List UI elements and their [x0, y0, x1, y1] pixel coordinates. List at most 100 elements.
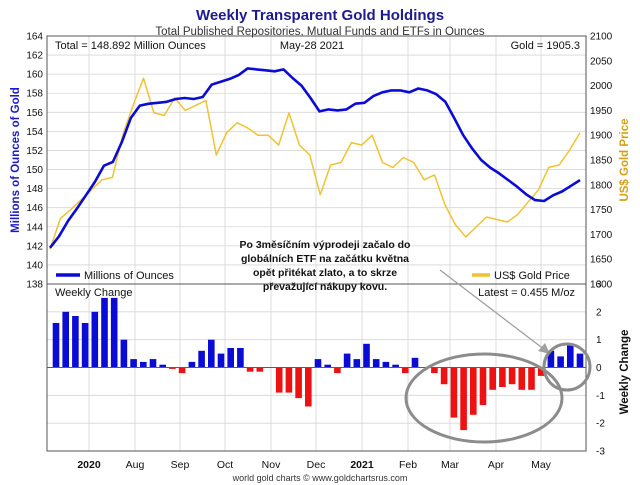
weekly-change-bar — [537, 367, 545, 376]
weekly-change-tick-label: -3 — [596, 447, 605, 458]
weekly-change-tick-label: 0 — [596, 363, 602, 374]
weekly-change-tick-label: -2 — [596, 419, 605, 430]
left-axis-ticks: 138 140 142 144 146 148 150 152 154 156 158 160 162 1… — [26, 32, 43, 291]
x-label-may: May — [531, 459, 552, 471]
weekly-change-bar — [275, 367, 283, 393]
annotation-line-3: opět přitékat zlato, a to skrze — [253, 267, 397, 279]
weekly-change-bar — [62, 311, 69, 368]
chart-title: Weekly Transparent Gold Holdings — [196, 7, 444, 24]
weekly-change-bar — [440, 367, 448, 385]
weekly-change-bar — [363, 343, 370, 368]
weekly-change-bar — [217, 353, 225, 368]
ounces-line — [48, 67, 581, 249]
weekly-change-bar — [130, 359, 137, 368]
right-tick-label: 2000 — [590, 81, 613, 92]
gold-price-label: Gold = 1905.3 — [511, 40, 580, 52]
highlight-circle-may — [542, 342, 592, 392]
weekly-change-bar — [431, 367, 438, 374]
weekly-change-bar — [91, 311, 99, 368]
weekly-change-bar — [460, 367, 467, 431]
left-tick-label: 160 — [26, 70, 43, 81]
weekly-change-bar — [149, 359, 157, 368]
x-label-2020: 2020 — [77, 459, 101, 471]
legend-ounces-label: Millions of Ounces — [84, 270, 174, 282]
right-tick-label: 2050 — [590, 56, 613, 67]
annotation-arrow-head — [538, 343, 550, 354]
left-tick-label: 138 — [26, 280, 43, 291]
weekly-change-bar — [81, 323, 89, 368]
left-tick-label: 156 — [26, 108, 43, 119]
weekly-change-axis-label: Weekly Change — [619, 330, 631, 415]
left-tick-label: 150 — [26, 165, 43, 176]
right-tick-label: 1700 — [590, 230, 613, 241]
x-label-aug: Aug — [126, 459, 145, 471]
weekly-change-bar — [120, 339, 128, 368]
weekly-change-bar — [198, 350, 205, 368]
weekly-change-bar — [508, 367, 516, 385]
weekly-change-bar — [237, 348, 244, 368]
date-label: May-28 2021 — [280, 40, 344, 52]
x-axis-labels: 2020 Aug Sep Oct Nov Dec 2021 Feb Mar Ap… — [77, 459, 551, 471]
x-label-nov: Nov — [262, 459, 281, 471]
weekly-change-tick-label: 2 — [596, 307, 602, 318]
weekly-change-bar — [518, 367, 526, 390]
x-label-dec: Dec — [307, 459, 326, 471]
right-tick-label: 2100 — [590, 32, 613, 43]
x-label-sep: Sep — [171, 459, 190, 471]
right-tick-label: 1600 — [590, 280, 613, 291]
weekly-change-title: Weekly Change — [55, 287, 132, 299]
left-tick-label: 164 — [26, 32, 43, 43]
right-axis-ticks: 1600 1650 1700 1750 1800 1850 1900 1950 2000 2050… — [590, 32, 613, 291]
weekly-change-bar — [188, 361, 196, 368]
right-tick-label: 1750 — [590, 205, 613, 216]
left-tick-label: 146 — [26, 203, 43, 214]
right-tick-label: 1800 — [590, 180, 613, 191]
left-tick-label: 152 — [26, 146, 43, 157]
weekly-change-bar — [101, 297, 108, 368]
left-tick-label: 144 — [26, 222, 43, 233]
total-ounces-label: Total = 148.892 Million Ounces — [55, 40, 206, 52]
weekly-change-bars — [52, 297, 584, 431]
x-label-mar: Mar — [441, 459, 460, 471]
annotation-line-2: globálních ETF na začátku května — [241, 253, 409, 265]
right-tick-label: 1950 — [590, 106, 613, 117]
annotation: Po 3měsíčním výprodeji začalo do globáln… — [240, 239, 592, 444]
right-tick-label: 1900 — [590, 131, 613, 142]
weekly-change-bar — [499, 367, 506, 387]
gold-price-line — [49, 77, 581, 250]
weekly-change-bar — [52, 323, 60, 368]
weekly-change-bar — [557, 356, 564, 368]
x-label-2021: 2021 — [350, 459, 374, 471]
weekly-change-bar — [295, 367, 302, 399]
credit-text: world gold charts © www.goldchartsrus.co… — [232, 473, 408, 483]
weekly-change-bar — [256, 367, 264, 372]
weekly-change-bar — [72, 316, 79, 368]
right-tick-label: 1650 — [590, 255, 613, 266]
weekly-change-bar — [324, 364, 331, 368]
weekly-change-bar — [305, 367, 312, 407]
weekly-change-bar — [353, 359, 361, 368]
weekly-change-bar — [470, 367, 477, 415]
weekly-change-bar — [450, 367, 458, 418]
weekly-change-bar — [285, 367, 293, 393]
weekly-change-ticks: -3 -2 -1 0 1 2 3 — [596, 280, 605, 458]
legend-gold-label: US$ Gold Price — [494, 270, 570, 282]
weekly-change-bar — [576, 353, 584, 368]
weekly-change-bar — [246, 367, 254, 372]
left-tick-label: 154 — [26, 127, 43, 138]
weekly-change-bar — [227, 348, 234, 368]
annotation-line-4: převažující nákupy kovu. — [263, 281, 387, 293]
weekly-change-bar — [392, 364, 399, 368]
weekly-change-bar — [334, 367, 341, 374]
weekly-change-tick-label: -1 — [596, 391, 605, 402]
left-tick-label: 148 — [26, 184, 43, 195]
left-axis-label: Millions of Ounces of Gold — [10, 87, 22, 233]
left-tick-label: 142 — [26, 241, 43, 252]
weekly-change-bar — [110, 297, 118, 368]
weekly-change-bar — [159, 364, 166, 368]
weekly-change-bar — [208, 339, 215, 368]
left-tick-label: 162 — [26, 51, 43, 62]
weekly-change-bar — [382, 361, 390, 368]
